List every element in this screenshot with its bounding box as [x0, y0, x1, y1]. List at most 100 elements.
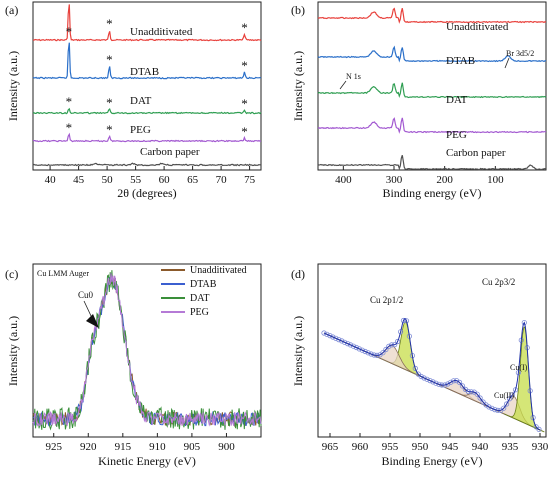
data-point — [536, 426, 542, 432]
x-tick-label: 55 — [130, 174, 142, 186]
x-tick-label: 935 — [502, 441, 519, 453]
series-line-dat — [32, 107, 262, 115]
series-line-unadditivated — [32, 4, 262, 42]
data-point — [353, 344, 359, 351]
data-point — [492, 406, 498, 413]
data-point — [506, 396, 513, 402]
panel-a: (a) Intensity (a.u.) 2θ (degrees) 40 45 50… — [5, 0, 262, 200]
x-tick-label: 200 — [436, 174, 453, 186]
panel-d-frame — [317, 263, 547, 438]
series-label: Unadditivated — [446, 21, 509, 33]
panel-d-annotation-cui: Cu(I) — [510, 363, 528, 372]
peak-asterisk: * — [241, 58, 248, 73]
x-tick-label: 955 — [382, 441, 399, 453]
data-point — [394, 338, 401, 345]
peak-asterisk: * — [66, 0, 73, 1]
x-tick-label: 920 — [80, 441, 97, 453]
series-line-peg — [32, 132, 261, 143]
data-point — [362, 348, 368, 355]
panel-b-ylabel: Intensity (a.u.) — [291, 51, 305, 121]
x-tick-label: 925 — [45, 441, 62, 453]
data-point — [365, 350, 371, 356]
panel-c-legend: Unadditivated DTAB DAT PEG — [161, 265, 247, 318]
panel-c-frame — [32, 263, 262, 438]
peak-cu-i — [504, 326, 545, 433]
data-point — [397, 329, 404, 335]
data-point — [459, 383, 465, 389]
x-tick-label: 950 — [412, 441, 429, 453]
series-label: DAT — [130, 95, 152, 107]
x-tick-label: 40 — [45, 174, 57, 186]
peak-asterisk: * — [241, 124, 248, 139]
series-line-carbon-paper — [32, 162, 262, 167]
series-line-peg — [32, 273, 262, 427]
data-point — [359, 347, 365, 353]
data-point — [477, 395, 483, 401]
series-line-unadditivated — [317, 7, 547, 24]
series-line-dtab — [32, 42, 262, 80]
data-point — [324, 331, 330, 337]
x-tick-label: 900 — [218, 441, 235, 453]
data-point — [421, 375, 427, 381]
panel-d-ylabel: Intensity (a.u.) — [291, 316, 305, 386]
data-point — [456, 379, 463, 385]
series-label: Carbon paper — [140, 146, 200, 158]
data-point — [333, 335, 339, 341]
data-point — [403, 318, 410, 324]
data-point — [336, 336, 342, 343]
panel-d-annotation-cu2p32: Cu 2p3/2 — [482, 277, 515, 287]
panel-d-annotation-cuii: Cu(II) — [494, 391, 514, 400]
data-point — [327, 332, 333, 339]
panel-d-label: (d) — [291, 267, 305, 281]
series-line-dtab — [317, 45, 547, 63]
peak-asterisk: * — [241, 96, 248, 111]
panel-b-label: (b) — [291, 3, 305, 17]
series-label: PEG — [446, 129, 467, 141]
series-line-dat — [32, 270, 262, 431]
panel-c: (c) Intensity (a.u.) Kinetic Energy (eV)… — [5, 263, 262, 468]
legend-entry: DTAB — [190, 279, 217, 290]
data-point — [480, 399, 486, 405]
x-tick-label: 60 — [159, 174, 171, 186]
x-tick-label: 905 — [184, 441, 201, 453]
data-point — [533, 424, 539, 430]
data-point — [448, 379, 454, 385]
series-line-dtab — [32, 276, 262, 427]
panel-a-ylabel: Intensity (a.u.) — [6, 51, 20, 121]
panel-d: (d) Intensity (a.u.) Binding Energy (eV)… — [291, 263, 549, 468]
peak-asterisk: * — [106, 95, 113, 110]
panel-c-xlabel: Kinetic Energy (eV) — [98, 454, 196, 468]
data-point — [418, 373, 424, 380]
x-tick-label: 960 — [352, 441, 369, 453]
panel-b: (b) Intensity (a.u.) Binding energy (eV)… — [291, 1, 547, 200]
series-line-carbon-paper — [317, 155, 547, 171]
legend-entry: PEG — [190, 307, 209, 318]
data-point — [344, 340, 351, 347]
legend-entry: DAT — [190, 293, 209, 304]
panel-c-cu0-line — [83, 300, 93, 319]
data-point — [347, 342, 354, 348]
peak-asterisk: * — [66, 120, 73, 135]
panel-b-xlabel: Binding energy (eV) — [382, 186, 481, 200]
data-point — [512, 387, 519, 393]
peak-asterisk: * — [106, 122, 113, 137]
data-point — [424, 376, 430, 382]
peak-asterisk: * — [66, 94, 73, 109]
data-point — [368, 351, 374, 357]
panel-b-n1s-arrow — [339, 80, 347, 90]
data-point — [474, 391, 480, 397]
data-point — [350, 343, 357, 349]
data-point — [321, 330, 327, 336]
series-line-peg — [317, 117, 547, 134]
series-line-dat — [317, 82, 547, 99]
peak-asterisk: * — [106, 52, 113, 67]
panel-b-br-arrow — [504, 57, 510, 69]
panel-a-xlabel: 2θ (degrees) — [117, 186, 176, 200]
x-tick-label: 965 — [322, 441, 339, 453]
series-label: DTAB — [130, 66, 159, 78]
data-point — [341, 339, 348, 345]
data-point — [400, 317, 407, 324]
series-label: DAT — [446, 94, 468, 106]
series-label: DTAB — [446, 55, 475, 67]
